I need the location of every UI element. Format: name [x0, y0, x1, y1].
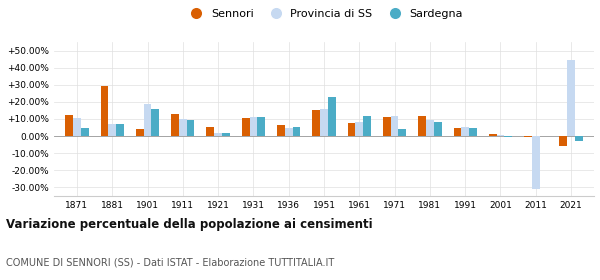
Bar [355, 122, 363, 136]
Bar [81, 129, 89, 136]
Bar [532, 136, 539, 189]
Bar [575, 136, 583, 141]
Bar [383, 117, 391, 136]
Bar [285, 128, 293, 136]
Bar [434, 122, 442, 136]
Bar [250, 117, 257, 136]
Bar [469, 128, 477, 136]
Bar [524, 136, 532, 137]
Text: COMUNE DI SENNORI (SS) - Dati ISTAT - Elaborazione TUTTITALIA.IT: COMUNE DI SENNORI (SS) - Dati ISTAT - El… [6, 258, 334, 268]
Bar [391, 116, 398, 136]
Bar [398, 129, 406, 136]
Bar [65, 115, 73, 136]
Legend: Sennori, Provincia di SS, Sardegna: Sennori, Provincia di SS, Sardegna [181, 4, 467, 23]
Bar [257, 117, 265, 136]
Bar [313, 110, 320, 136]
Bar [277, 125, 285, 136]
Bar [214, 133, 222, 136]
Bar [293, 127, 301, 136]
Text: Variazione percentuale della popolazione ai censimenti: Variazione percentuale della popolazione… [6, 218, 373, 231]
Bar [116, 124, 124, 136]
Bar [109, 124, 116, 136]
Bar [347, 123, 355, 136]
Bar [143, 104, 151, 136]
Bar [461, 127, 469, 136]
Bar [179, 119, 187, 136]
Bar [418, 116, 426, 136]
Bar [151, 109, 159, 136]
Bar [320, 109, 328, 136]
Bar [454, 128, 461, 136]
Bar [242, 118, 250, 136]
Bar [497, 135, 505, 136]
Bar [206, 127, 214, 136]
Bar [187, 120, 194, 136]
Bar [559, 136, 567, 146]
Bar [136, 129, 143, 136]
Bar [505, 136, 512, 137]
Bar [489, 134, 497, 136]
Bar [328, 97, 335, 136]
Bar [73, 118, 81, 136]
Bar [101, 87, 109, 136]
Bar [426, 120, 434, 136]
Bar [363, 116, 371, 136]
Bar [567, 60, 575, 136]
Bar [171, 114, 179, 136]
Bar [222, 133, 230, 136]
